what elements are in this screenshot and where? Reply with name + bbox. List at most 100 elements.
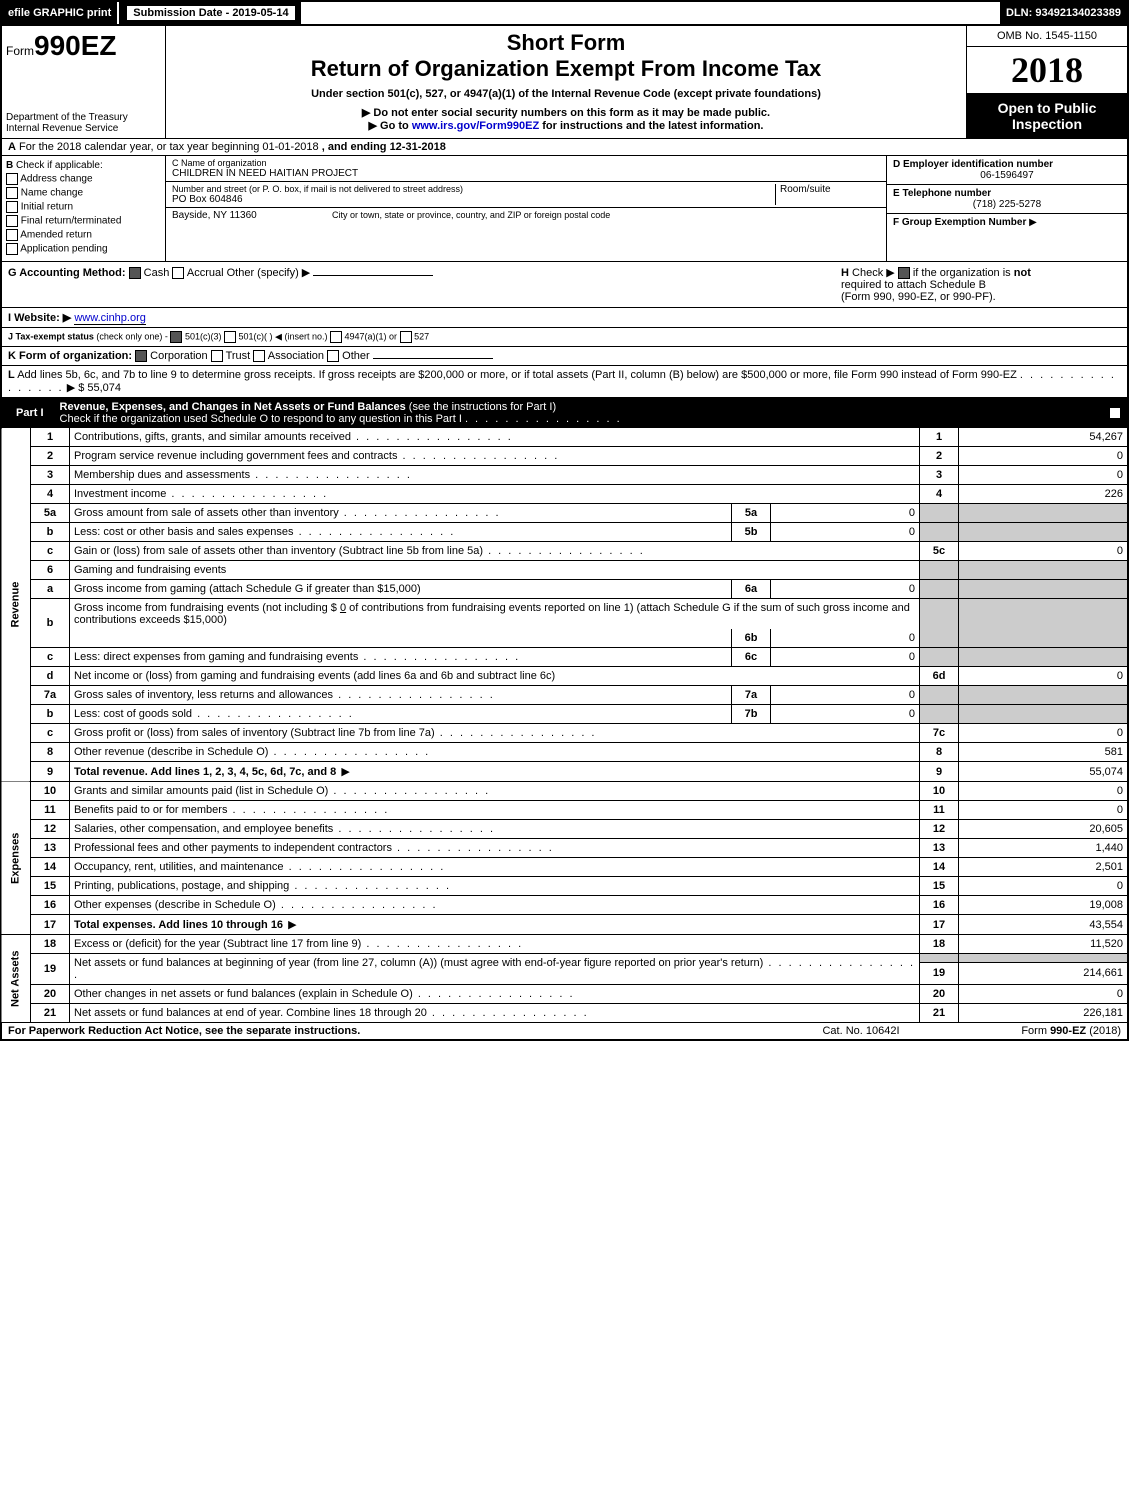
part1-label: Part I (8, 405, 52, 421)
org-name: CHILDREN IN NEED HAITIAN PROJECT (172, 168, 880, 179)
return-title: Return of Organization Exempt From Incom… (170, 56, 962, 82)
line-7b-desc: Less: cost of goods sold (74, 708, 192, 720)
check-association[interactable] (253, 350, 265, 362)
line-19-value: 214,661 (959, 962, 1129, 985)
open-to-public: Open to Public Inspection (967, 94, 1127, 138)
line-19-desc: Net assets or fund balances at beginning… (74, 957, 763, 969)
cat-number: Cat. No. 10642I (761, 1025, 961, 1037)
form-title-block: Short Form Return of Organization Exempt… (166, 26, 967, 138)
line-12-value: 20,605 (959, 820, 1129, 839)
line-5a-desc: Gross amount from sale of assets other t… (74, 507, 339, 519)
check-501c3[interactable] (170, 331, 182, 343)
section-def: D Employer identification number 06-1596… (886, 156, 1127, 261)
website-label: I Website: ▶ (8, 312, 71, 324)
line-15-desc: Printing, publications, postage, and shi… (74, 880, 289, 892)
instructions-link-row: ▶ Go to www.irs.gov/Form990EZ for instru… (170, 119, 962, 132)
section-j: J Tax-exempt status (check only one) - 5… (0, 328, 1129, 347)
tax-year-begin: For the 2018 calendar year, or tax year … (19, 141, 319, 153)
revenue-side-label: Revenue (1, 428, 31, 782)
form-footer: Form 990-EZ (2018) (961, 1025, 1121, 1037)
gross-receipts: ▶ $ 55,074 (67, 382, 121, 394)
line-7c-desc: Gross profit or (loss) from sales of inv… (74, 727, 435, 739)
irs: Internal Revenue Service (6, 123, 161, 134)
check-527[interactable] (400, 331, 412, 343)
section-a: A For the 2018 calendar year, or tax yea… (0, 139, 1129, 156)
section-b: B Check if applicable: Address change Na… (2, 156, 166, 261)
line-8-desc: Other revenue (describe in Schedule O) (74, 746, 268, 758)
check-cash[interactable] (129, 267, 141, 279)
check-other-org[interactable] (327, 350, 339, 362)
check-address-change[interactable] (6, 173, 18, 185)
line-18-desc: Excess or (deficit) for the year (Subtra… (74, 938, 361, 950)
check-schedule-o-part1[interactable] (1109, 407, 1121, 419)
line-13-value: 1,440 (959, 839, 1129, 858)
line-4-desc: Investment income (74, 488, 166, 500)
section-gh: G Accounting Method: Cash Accrual Other … (0, 262, 1129, 308)
part1-title: Revenue, Expenses, and Changes in Net As… (60, 401, 406, 413)
section-i: I Website: ▶ www.cinhp.org (0, 308, 1129, 328)
line-6a-desc: Gross income from gaming (attach Schedul… (74, 583, 421, 595)
efile-print-button[interactable]: efile GRAPHIC print (2, 2, 119, 24)
other-method-input[interactable] (313, 275, 433, 276)
form-prefix: Form (6, 44, 34, 58)
check-schedule-b-not-required[interactable] (898, 267, 910, 279)
pra-notice: For Paperwork Reduction Act Notice, see … (8, 1025, 761, 1037)
line-5b-value: 0 (771, 523, 920, 542)
line-16-value: 19,008 (959, 896, 1129, 915)
line-14-desc: Occupancy, rent, utilities, and maintena… (74, 861, 284, 873)
check-amended-return[interactable] (6, 229, 18, 241)
address-label: Number and street (or P. O. box, if mail… (172, 184, 775, 194)
line-20-desc: Other changes in net assets or fund bala… (74, 988, 413, 1000)
line-10-value: 0 (959, 782, 1129, 801)
phone-value: (718) 225-5278 (893, 199, 1121, 210)
line-6b-value: 0 (771, 629, 920, 648)
netassets-side-label: Net Assets (1, 935, 31, 1023)
check-accrual[interactable] (172, 267, 184, 279)
line-6a-value: 0 (771, 580, 920, 599)
check-501c[interactable] (224, 331, 236, 343)
section-c: C Name of organization CHILDREN IN NEED … (166, 156, 886, 261)
section-k: K Form of organization: Corporation Trus… (0, 347, 1129, 366)
line-5b-desc: Less: cost or other basis and sales expe… (74, 526, 294, 538)
check-trust[interactable] (211, 350, 223, 362)
line-7c-value: 0 (959, 724, 1129, 743)
line-14-value: 2,501 (959, 858, 1129, 877)
line-7a-desc: Gross sales of inventory, less returns a… (74, 689, 333, 701)
website-link[interactable]: www.cinhp.org (74, 312, 146, 325)
line-5c-desc: Gain or (loss) from sale of assets other… (74, 545, 483, 557)
check-application-pending[interactable] (6, 243, 18, 255)
line-6d-value: 0 (959, 667, 1129, 686)
tax-year-end: , and ending 12-31-2018 (322, 141, 446, 153)
check-4947a1[interactable] (330, 331, 342, 343)
line-17-desc: Total expenses. Add lines 10 through 16 (74, 919, 283, 931)
check-final-return[interactable] (6, 215, 18, 227)
instructions-link[interactable]: www.irs.gov/Form990EZ (412, 120, 539, 132)
check-name-change[interactable] (6, 187, 18, 199)
ein-label: D Employer identification number (893, 159, 1121, 170)
accounting-method-label: G Accounting Method: (8, 267, 126, 279)
line-21-value: 226,181 (959, 1004, 1129, 1023)
line-6c-value: 0 (771, 648, 920, 667)
line-7b-value: 0 (771, 705, 920, 724)
expenses-side-label: Expenses (1, 782, 31, 935)
line-11-desc: Benefits paid to or for members (74, 804, 227, 816)
line-4-value: 226 (959, 485, 1129, 504)
other-org-input[interactable] (373, 358, 493, 359)
form-header: Form990EZ Department of the Treasury Int… (0, 26, 1129, 139)
line-1-value: 54,267 (959, 428, 1129, 447)
check-corporation[interactable] (135, 350, 147, 362)
line-13-desc: Professional fees and other payments to … (74, 842, 392, 854)
line-21-desc: Net assets or fund balances at end of ye… (74, 1007, 427, 1019)
line-8-value: 581 (959, 743, 1129, 762)
check-initial-return[interactable] (6, 201, 18, 213)
line-12-desc: Salaries, other compensation, and employ… (74, 823, 333, 835)
line-1-desc: Contributions, gifts, grants, and simila… (74, 431, 351, 443)
omb-number: OMB No. 1545-1150 (967, 26, 1127, 47)
line-3-value: 0 (959, 466, 1129, 485)
line-3-desc: Membership dues and assessments (74, 469, 250, 481)
section-l: L Add lines 5b, 6c, and 7b to line 9 to … (0, 366, 1129, 398)
line-10-desc: Grants and similar amounts paid (list in… (74, 785, 328, 797)
line-6b-desc-pre: Gross income from fundraising events (no… (74, 602, 337, 614)
part1-header: Part I Revenue, Expenses, and Changes in… (0, 398, 1129, 428)
line-7a-value: 0 (771, 686, 920, 705)
